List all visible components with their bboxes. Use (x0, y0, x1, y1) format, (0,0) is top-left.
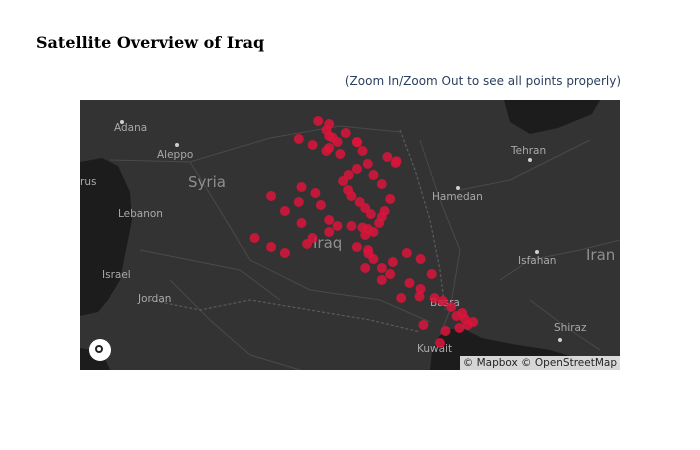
map-point-66[interactable] (454, 323, 465, 333)
mediterranean-sea (80, 158, 132, 316)
map-point-54[interactable] (401, 248, 412, 258)
map-point-40[interactable] (279, 206, 290, 216)
map-point-53[interactable] (387, 257, 398, 267)
map-point-30[interactable] (374, 218, 385, 228)
map-point-80[interactable] (357, 146, 368, 156)
city-dot-shiraz (558, 338, 562, 342)
map-point-29[interactable] (360, 230, 371, 240)
city-dot-aleppo (175, 143, 179, 147)
city-label-adana: Adana (114, 122, 148, 134)
map-point-4[interactable] (324, 119, 335, 129)
map-point-74[interactable] (435, 338, 445, 348)
map-point-59[interactable] (429, 293, 440, 303)
country-label-syria: Syria (188, 173, 226, 191)
map-point-50[interactable] (368, 254, 379, 264)
map-point-55[interactable] (385, 269, 396, 279)
map-point-75[interactable] (315, 200, 326, 210)
map-point-67[interactable] (468, 317, 479, 327)
city-label-tehran: Tehran (511, 145, 547, 157)
map-point-44[interactable] (266, 242, 277, 252)
map-point-33[interactable] (376, 179, 387, 189)
map-point-42[interactable] (266, 191, 277, 201)
map-point-11[interactable] (382, 152, 393, 162)
map-point-70[interactable] (376, 275, 387, 285)
map-point-58[interactable] (414, 291, 425, 302)
map-point-21[interactable] (346, 191, 357, 201)
label-rus: rus (80, 176, 97, 188)
page-title: Satellite Overview of Iraq (36, 33, 265, 52)
basemap (80, 100, 620, 370)
scatter-points-layer (249, 116, 479, 348)
map-point-43[interactable] (249, 233, 260, 243)
map-point-72[interactable] (418, 320, 429, 330)
map-view[interactable]: Adana Aleppo Syria rus Lebanon Israel Jo… (80, 100, 620, 370)
map-point-10[interactable] (391, 156, 402, 167)
map-point-19[interactable] (338, 176, 349, 186)
map-point-51[interactable] (360, 263, 371, 273)
city-label-isfahan: Isfahan (518, 255, 557, 267)
map-point-15[interactable] (335, 149, 346, 159)
map-point-28[interactable] (368, 227, 379, 237)
country-label-israel: Israel (102, 269, 131, 281)
city-dot-hamedan (456, 186, 460, 190)
map-point-12[interactable] (293, 134, 304, 144)
city-label-hamedan: Hamedan (432, 191, 483, 203)
map-point-16[interactable] (362, 158, 373, 169)
zoom-hint-subtitle: (Zoom In/Zoom Out to see all points prop… (344, 74, 621, 88)
caspian-sea (504, 100, 600, 134)
map-point-27[interactable] (357, 222, 368, 233)
map-point-79[interactable] (324, 143, 335, 153)
map-point-35[interactable] (332, 221, 343, 231)
map-point-46[interactable] (302, 239, 313, 249)
map-point-77[interactable] (296, 182, 307, 192)
map-point-73[interactable] (440, 326, 451, 336)
mapbox-logo[interactable] (91, 341, 109, 359)
map-point-57[interactable] (415, 284, 426, 294)
map-point-47[interactable] (351, 242, 362, 252)
map-point-36[interactable] (346, 221, 357, 231)
map-point-2[interactable] (332, 137, 343, 147)
map-point-5[interactable] (313, 116, 324, 126)
map-point-61[interactable] (446, 302, 457, 312)
country-label-lebanon: Lebanon (118, 208, 163, 220)
map-point-24[interactable] (365, 209, 376, 219)
map-point-69[interactable] (415, 254, 426, 264)
map-point-60[interactable] (437, 296, 448, 306)
city-label-aleppo: Aleppo (157, 149, 194, 161)
map-attribution[interactable]: © Mapbox © OpenStreetMap (459, 356, 620, 370)
map-point-71[interactable] (396, 293, 407, 303)
country-label-iran: Iran (586, 246, 616, 264)
map-point-37[interactable] (324, 227, 335, 237)
map-point-45[interactable] (279, 248, 290, 258)
map-point-8[interactable] (352, 137, 363, 148)
country-label-jordan: Jordan (138, 293, 172, 305)
map-point-52[interactable] (376, 263, 387, 273)
map-point-17[interactable] (351, 164, 362, 174)
country-label-iraq: Iraq (313, 234, 343, 252)
city-dot-isfahan (535, 250, 539, 254)
map-point-76[interactable] (310, 188, 321, 198)
map-point-78[interactable] (324, 215, 335, 225)
city-dot-tehran (528, 158, 532, 162)
map-point-32[interactable] (385, 194, 396, 204)
city-dot-adana (120, 120, 124, 124)
map-point-31[interactable] (379, 206, 390, 216)
map-point-41[interactable] (293, 197, 304, 207)
map-point-13[interactable] (307, 140, 318, 150)
map-point-68[interactable] (426, 269, 437, 279)
map-point-63[interactable] (451, 311, 462, 321)
map-point-6[interactable] (340, 128, 351, 138)
map-point-34[interactable] (368, 170, 379, 180)
city-label-shiraz: Shiraz (554, 322, 587, 334)
map-point-39[interactable] (296, 218, 307, 228)
map-point-56[interactable] (404, 278, 415, 288)
